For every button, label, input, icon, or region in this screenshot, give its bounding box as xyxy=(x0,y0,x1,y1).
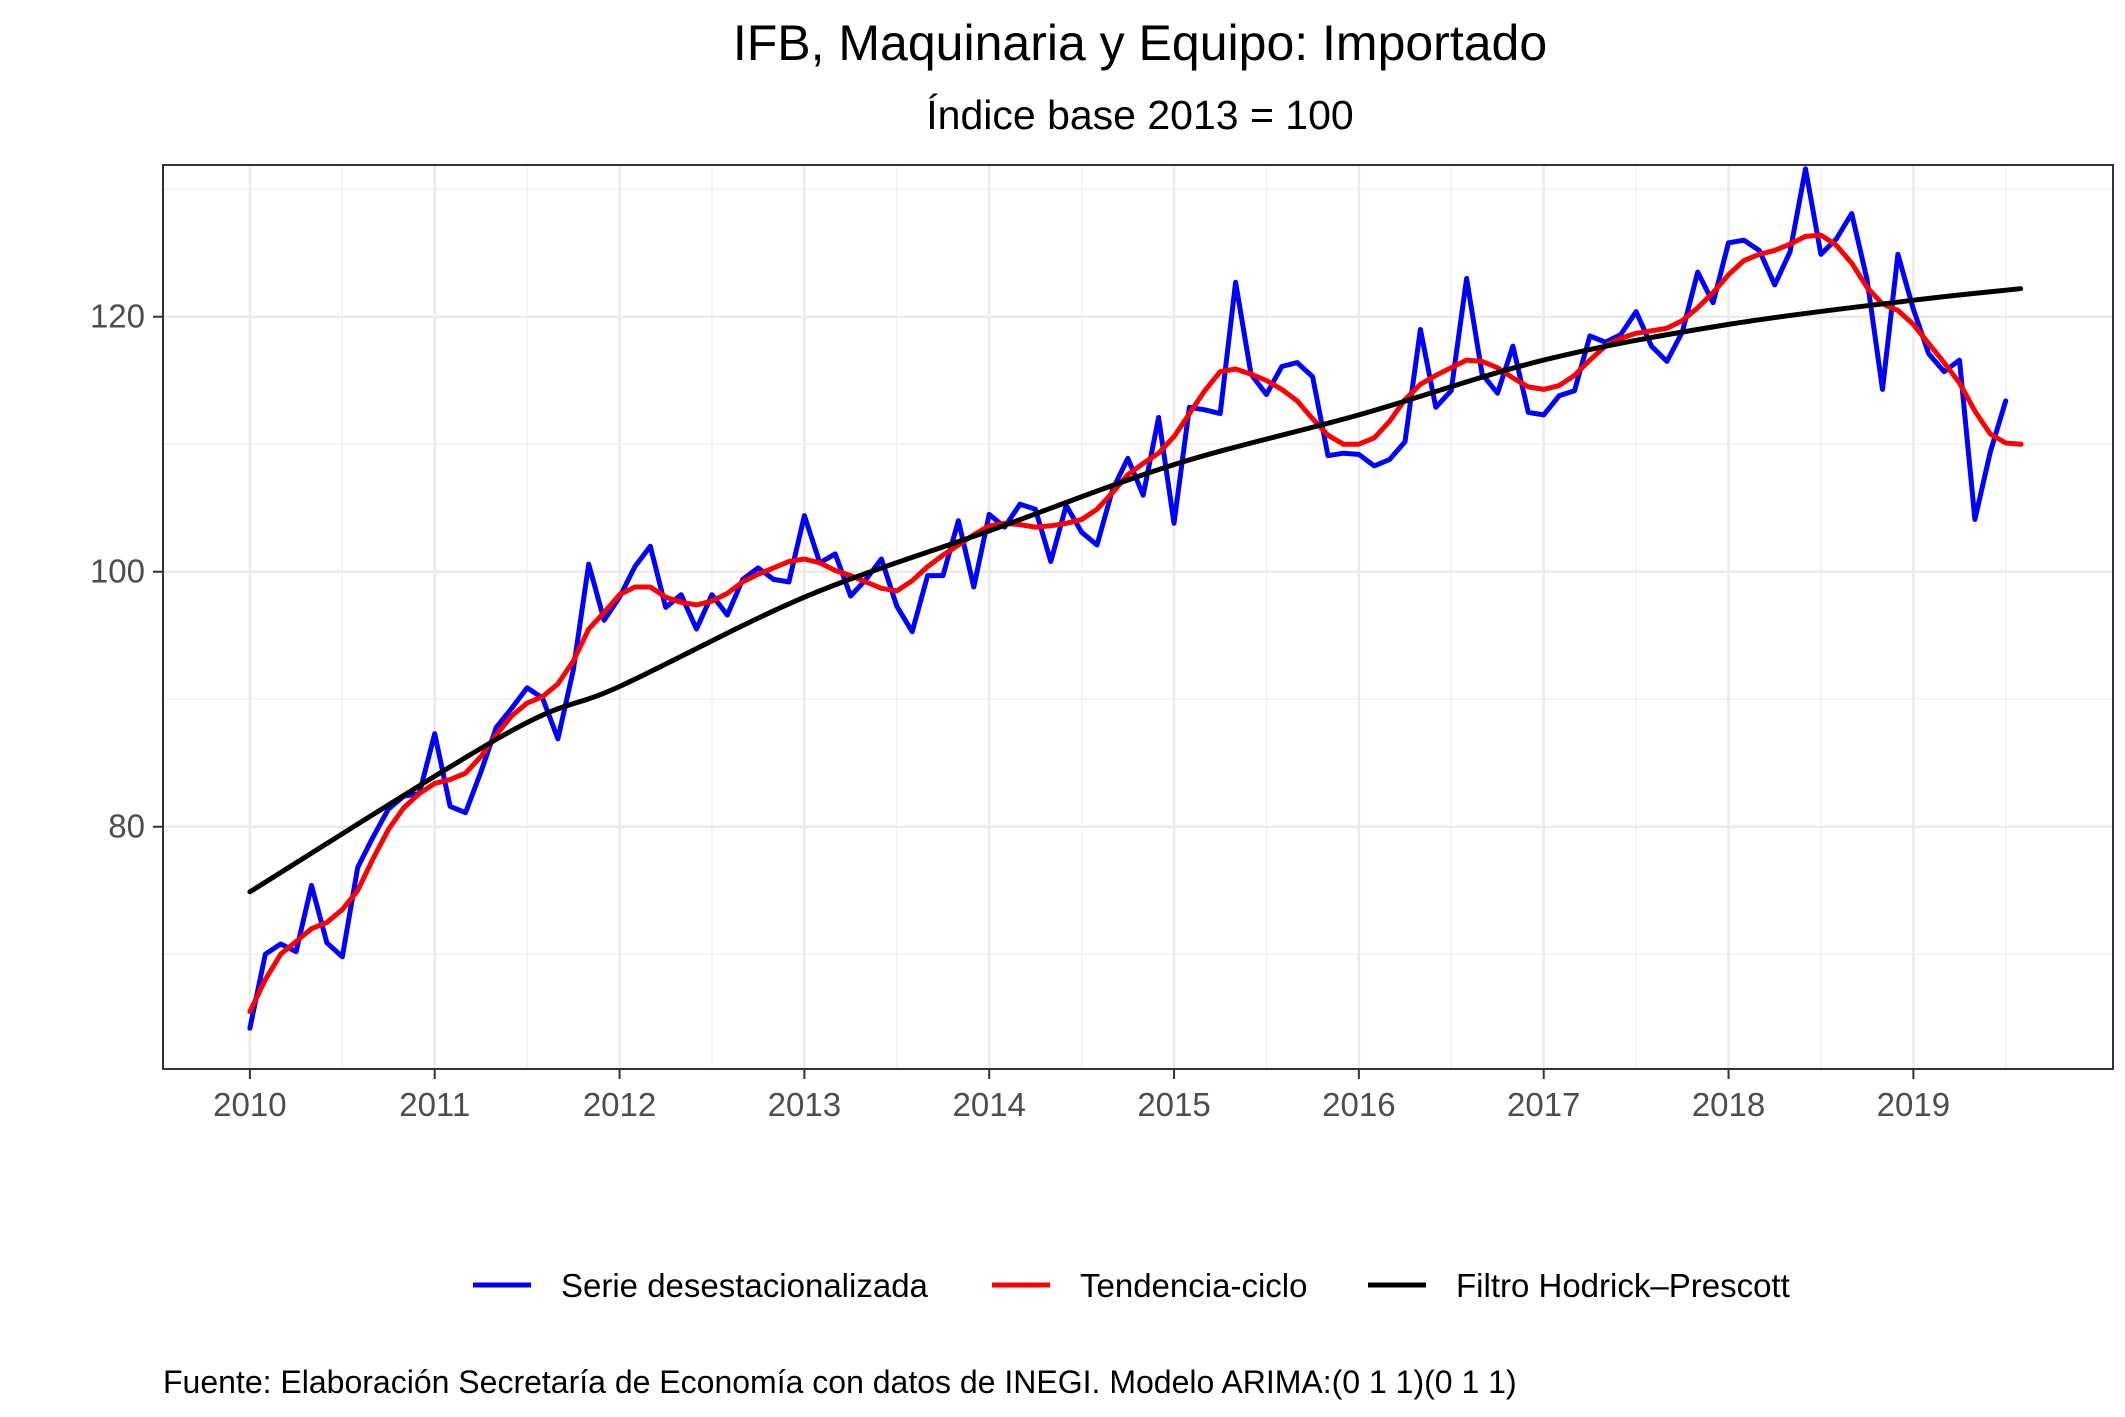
legend-item: Serie desestacionalizada xyxy=(473,1267,929,1304)
y-tick-label: 80 xyxy=(108,808,145,845)
legend-label: Filtro Hodrick–Prescott xyxy=(1456,1267,1790,1304)
x-tick-label: 2013 xyxy=(768,1086,841,1123)
x-tick-label: 2010 xyxy=(213,1086,286,1123)
series-line-hodrick-prescott xyxy=(247,286,2024,895)
x-tick-label: 2012 xyxy=(583,1086,656,1123)
legend-item: Filtro Hodrick–Prescott xyxy=(1368,1267,1790,1304)
legend: Serie desestacionalizada Tendencia-ciclo F… xyxy=(473,1267,1790,1304)
legend-label: Serie desestacionalizada xyxy=(561,1267,929,1304)
x-tick-label: 2014 xyxy=(952,1086,1025,1123)
legend-item: Tendencia-ciclo xyxy=(992,1267,1307,1304)
panel-border xyxy=(162,164,2114,1070)
x-tick-label: 2017 xyxy=(1507,1086,1580,1123)
series-line-tendencia-ciclo xyxy=(247,232,2024,1015)
chart-subtitle: Índice base 2013 = 100 xyxy=(926,92,1353,138)
y-tick-label: 120 xyxy=(90,298,145,335)
x-tick-label: 2011 xyxy=(399,1086,470,1123)
plot-panel xyxy=(162,164,2114,1070)
x-tick-label: 2015 xyxy=(1137,1086,1210,1123)
y-tick-label: 100 xyxy=(90,553,145,590)
x-tick-label: 2018 xyxy=(1692,1086,1765,1123)
x-tick-label: 2019 xyxy=(1877,1086,1950,1123)
legend-label: Tendencia-ciclo xyxy=(1080,1267,1307,1304)
y-axis: 80 100 120 xyxy=(90,298,163,845)
x-axis: 2010 2011 2012 2013 2014 2015 2016 2017 2018 2019 xyxy=(213,1069,1950,1123)
chart-title: IFB, Maquinaria y Equipo: Importado xyxy=(733,15,1547,71)
series-layer xyxy=(247,166,2024,1031)
x-tick-label: 2016 xyxy=(1322,1086,1395,1123)
chart-caption: Fuente: Elaboración Secretaría de Econom… xyxy=(163,1364,1517,1400)
